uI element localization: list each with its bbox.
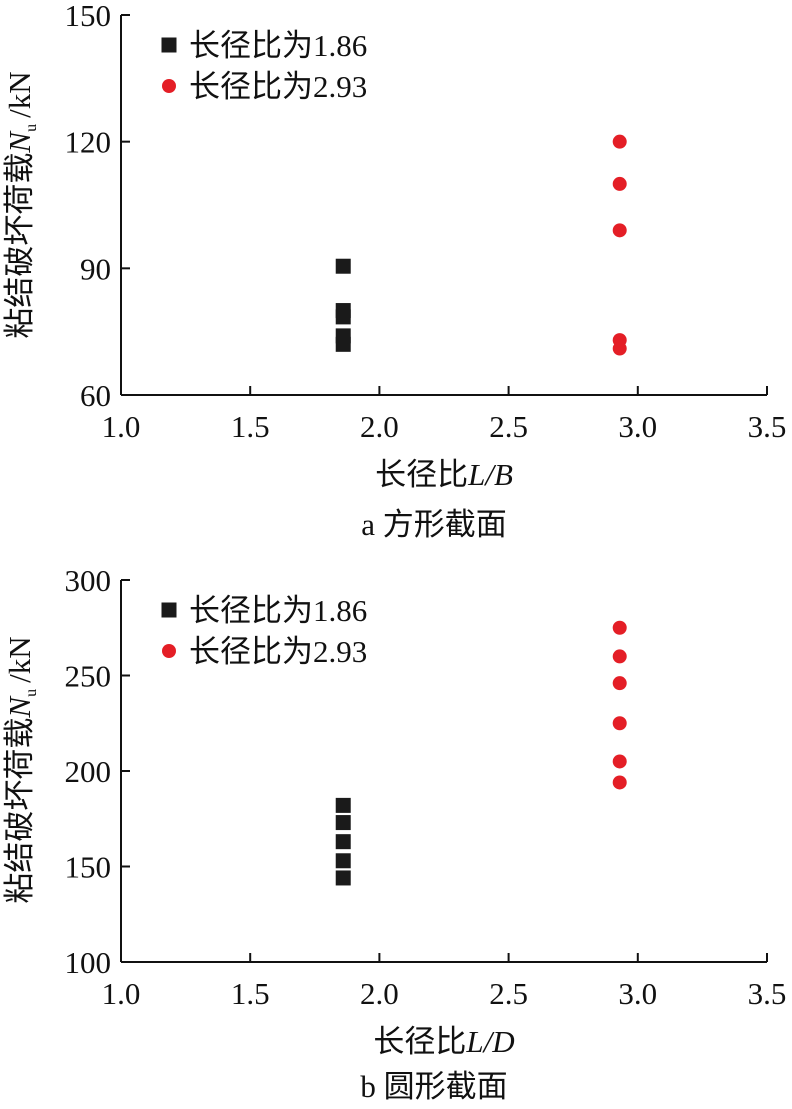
figure-caption: a 方形截面 [361,507,507,542]
data-point-square [335,870,351,886]
data-point-circle [612,676,627,691]
y-tick-label: 120 [65,125,112,160]
data-point-circle [612,620,627,635]
data-point-circle [612,223,627,238]
x-tick-label: 1.5 [231,409,270,444]
legend-marker-square [161,602,177,618]
chart-panel-2: 1.0 1.5 2.0 2.5 3.0 3.5 100 150 200 250 300 长径比为1.8… [2,563,786,1104]
x-tick-label: 3.0 [618,976,657,1011]
x-tick-label: 1.0 [102,409,141,444]
y-tick-label: 200 [65,754,112,789]
legend-marker-circle [162,79,176,93]
x-tick-label: 2.5 [489,976,528,1011]
legend-marker-circle [162,644,176,658]
x-tick-label: 3.5 [748,976,787,1011]
chart-panel-1: 1.0 1.5 2.0 2.5 3.0 3.5 60 90 120 150 长径比为1.86 长径比为… [2,0,786,542]
x-axis-title: 长径比L/D [373,1024,514,1059]
data-point-square [335,309,351,325]
data-point-square [335,815,351,831]
x-axis-title: 长径比L/B [375,457,513,492]
y-tick-label: 150 [65,850,112,885]
data-point-square [335,258,351,274]
legend-label: 长径比为2.93 [189,634,367,669]
y-tick-label: 90 [80,251,111,286]
data-point-circle [612,754,627,769]
y-tick-label: 60 [80,378,111,413]
data-point-circle [612,649,627,664]
x-tick-label: 2.0 [360,976,399,1011]
x-tick-label: 1.0 [102,976,141,1011]
x-tick-label: 3.5 [748,409,787,444]
data-point-circle [612,134,627,149]
figure-caption: b 圆形截面 [360,1069,507,1104]
data-point-circle [612,176,627,191]
y-axis-title: 粘结破坏荷载Nu/kN [2,71,40,338]
data-point-circle [612,775,627,790]
data-point-circle [612,341,627,356]
data-point-square [335,336,351,352]
x-tick-label: 2.5 [489,409,528,444]
legend-label: 长径比为2.93 [189,69,367,104]
data-point-square [335,797,351,813]
legend-label: 长径比为1.86 [189,593,367,628]
y-tick-label: 150 [65,0,112,33]
y-axis-title: 粘结破坏荷载Nu/kN [2,636,40,903]
y-tick-label: 100 [65,945,112,980]
x-tick-label: 3.0 [618,409,657,444]
y-tick-label: 300 [65,563,112,598]
data-point-circle [612,716,627,731]
x-tick-label: 1.5 [231,976,270,1011]
legend-marker-square [161,37,177,53]
data-point-square [335,834,351,850]
x-tick-label: 2.0 [360,409,399,444]
legend-label: 长径比为1.86 [189,28,367,63]
y-tick-label: 250 [65,659,112,694]
data-point-square [335,853,351,869]
